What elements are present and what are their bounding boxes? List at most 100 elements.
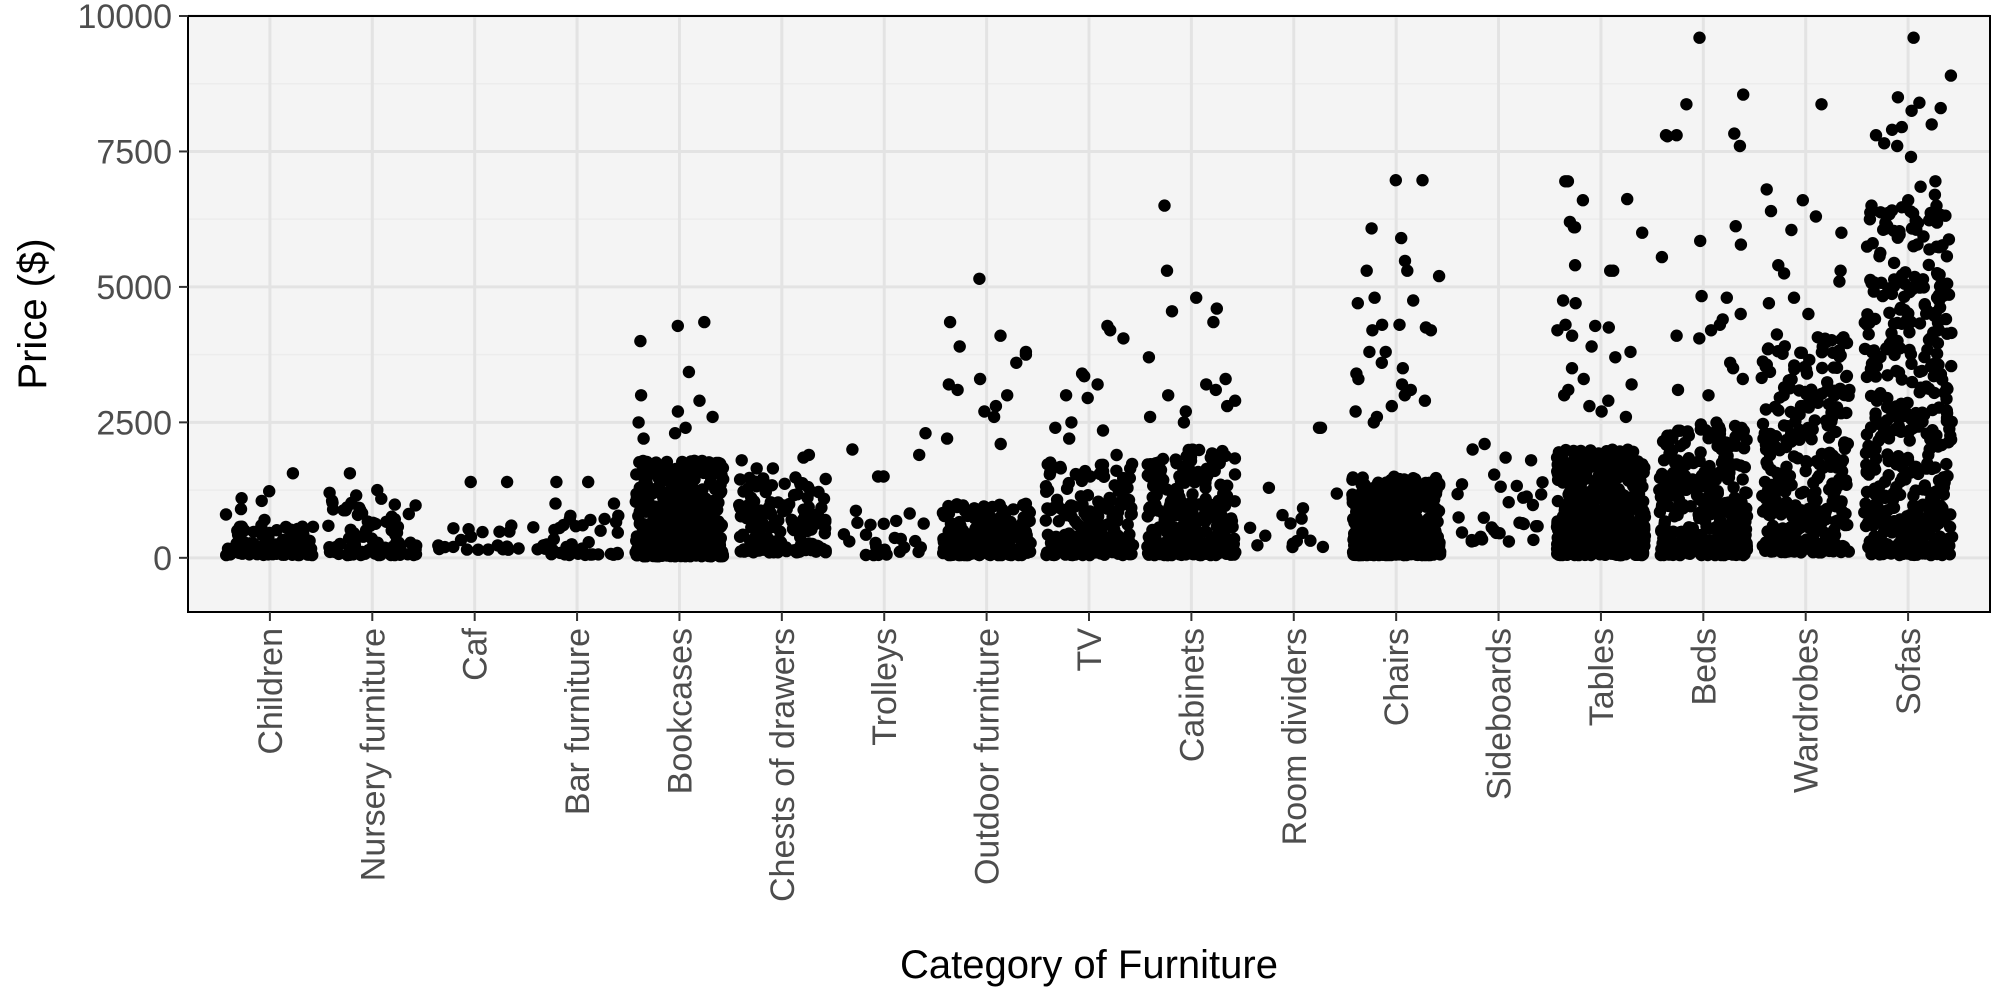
- data-point: [1772, 477, 1785, 491]
- data-point: [1022, 535, 1036, 548]
- data-point: [676, 455, 689, 469]
- data-point: [1368, 291, 1381, 304]
- data-point: [803, 511, 816, 524]
- data-point: [1930, 199, 1943, 212]
- data-point: [1833, 275, 1846, 288]
- data-point: [1794, 521, 1807, 535]
- data-point: [1768, 527, 1781, 541]
- data-point: [1655, 250, 1669, 264]
- data-point: [355, 506, 369, 520]
- data-point: [1221, 399, 1234, 413]
- data-point: [612, 509, 625, 522]
- data-point: [1041, 483, 1055, 497]
- data-point: [1044, 536, 1058, 550]
- data-point: [1431, 515, 1444, 528]
- data-point: [1229, 546, 1242, 559]
- data-point: [702, 548, 715, 562]
- data-point: [1920, 304, 1934, 317]
- data-point: [1019, 348, 1033, 361]
- data-point: [1550, 520, 1564, 534]
- data-point: [1170, 457, 1183, 470]
- data-point: [1009, 530, 1023, 543]
- data-point: [1740, 486, 1753, 500]
- data-point: [1892, 419, 1906, 433]
- x-axis: Children Nursery furniture Caf Bar furnitur…: [252, 612, 1928, 902]
- data-point: [1793, 507, 1806, 520]
- data-point: [1769, 440, 1783, 454]
- data-point: [235, 492, 248, 505]
- data-point: [1929, 461, 1942, 474]
- data-point: [1502, 535, 1516, 548]
- y-tick-label: 10000: [77, 0, 172, 36]
- data-point: [650, 542, 663, 555]
- data-point: [1800, 456, 1813, 470]
- data-point: [1887, 224, 1901, 238]
- data-point: [1801, 421, 1815, 435]
- data-point: [386, 523, 399, 536]
- data-point: [1581, 546, 1594, 560]
- data-point: [1907, 489, 1920, 502]
- data-point: [1624, 545, 1638, 559]
- data-point: [1806, 539, 1819, 552]
- data-point: [764, 508, 778, 521]
- data-point: [819, 472, 832, 486]
- data-point: [1673, 424, 1687, 437]
- data-point: [913, 448, 926, 462]
- data-point: [1736, 372, 1750, 386]
- data-point: [584, 513, 597, 527]
- data-point: [1567, 221, 1581, 234]
- data-point: [1018, 499, 1031, 513]
- data-point: [961, 539, 974, 553]
- data-point: [1701, 548, 1714, 561]
- data-point: [1010, 356, 1023, 369]
- data-point: [859, 528, 873, 541]
- data-point: [1426, 490, 1439, 504]
- data-point: [278, 548, 291, 561]
- data-point: [1864, 389, 1878, 403]
- data-point: [849, 504, 863, 517]
- data-point: [1574, 475, 1587, 489]
- data-point: [1093, 502, 1107, 515]
- data-point: [1478, 437, 1491, 451]
- data-point: [594, 524, 607, 537]
- data-point: [1065, 499, 1078, 512]
- data-point: [1186, 525, 1200, 539]
- data-point: [1909, 460, 1923, 473]
- data-point: [1769, 430, 1783, 443]
- y-tick-label: 0: [153, 540, 172, 578]
- data-point: [1563, 464, 1576, 477]
- data-point: [1455, 526, 1469, 539]
- data-point: [1364, 539, 1378, 553]
- x-tick-label: Room dividers: [1276, 628, 1314, 845]
- data-point: [1624, 469, 1638, 482]
- data-point: [1081, 391, 1094, 405]
- data-point: [1605, 493, 1618, 506]
- data-point: [1932, 541, 1945, 554]
- data-point: [1901, 451, 1915, 465]
- data-point: [942, 499, 955, 513]
- data-point: [1059, 530, 1072, 543]
- data-point: [291, 534, 304, 548]
- data-point: [1941, 532, 1955, 546]
- data-point: [1777, 267, 1791, 280]
- data-point: [634, 334, 647, 348]
- data-point: [1834, 264, 1847, 277]
- data-point: [1885, 123, 1899, 136]
- data-point: [977, 500, 991, 513]
- data-point: [1740, 543, 1753, 556]
- y-tick-label: 2500: [96, 404, 172, 442]
- data-point: [973, 372, 987, 386]
- data-point: [1862, 540, 1875, 554]
- data-point: [1760, 456, 1773, 469]
- data-point: [1922, 333, 1936, 346]
- data-point: [1117, 491, 1131, 505]
- data-point: [634, 389, 648, 402]
- data-point: [350, 489, 363, 502]
- data-point: [1433, 477, 1446, 491]
- data-point: [687, 455, 700, 468]
- data-point: [1729, 220, 1742, 233]
- data-point: [537, 539, 550, 552]
- data-point: [1625, 378, 1638, 391]
- data-point: [1905, 222, 1919, 235]
